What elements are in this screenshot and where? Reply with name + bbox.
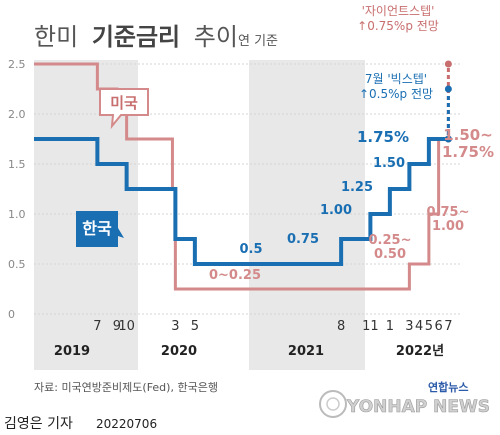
legend-us-badge: 미국 [99,88,149,130]
logo-text-en: YONHAP NEWS [346,397,490,417]
x-tick-label: 11 [362,319,379,334]
title-tail: 추이 [194,23,238,51]
byline: 김영은 기자 [4,416,73,432]
y-tick-label: 0.5 [8,258,26,271]
x-tick-label: 3 [405,319,413,334]
year-label-2021: 2021 [288,344,324,359]
x-tick-label: 10 [118,319,135,334]
y-tick-label: 2.0 [8,108,26,121]
y-tick-label: 1.5 [8,158,26,171]
byline-date: 20220706 [96,417,157,431]
x-tick-label: 3 [171,319,179,334]
y-tick-label: 2.5 [8,58,26,71]
source-note: 자료: 미국연방준비제도(Fed), 한국은행 [34,381,218,394]
us-value-labels: 0~0.25 0.25~ 0.50 0.75~ 1.00 1.50~ 1.75% [209,126,494,283]
y-tick-label: 0 [8,308,15,321]
yonhap-globe-icon [319,390,347,418]
x-tick-label: 7 [93,319,101,334]
korea-label-0-75: 0.75 [287,232,319,247]
korea-value-labels: 0.5 0.75 1.00 1.25 1.50 1.75% [239,128,409,257]
year-label-2022: 2022년 [396,344,444,359]
title-bold: 기준금리 [92,23,180,51]
series-korea [34,85,452,266]
series-line [34,137,449,266]
x-tick-label: 8 [337,319,345,334]
yonhap-logo: 연합뉴스 YONHAP NEWS [319,380,490,418]
year-band-2021 [249,60,365,370]
year-label-2019: 2019 [54,344,90,359]
legend-korea-badge: 한국 [76,211,124,247]
korea-label-1-25: 1.25 [341,180,373,195]
forecast-dot [444,85,452,93]
year-label-2020: 2020 [161,344,197,359]
us-forecast-note: '자이언트스텝' ↑0.75%p 전망 [357,4,439,33]
x-tick-label: 1 [386,319,394,334]
x-tick-label: 9 [113,319,121,334]
us-label-0-25: 0~0.25 [209,268,261,283]
y-axis: 0 0.5 1.0 1.5 2.0 2.5 [8,58,26,321]
x-tick-label: 6 [434,319,442,334]
korea-label-0-5: 0.5 [239,242,262,257]
legend-us-label: 미국 [110,94,138,112]
x-tick-label: 5 [191,319,199,334]
us-label-0-25-0-50: 0.25~ 0.50 [369,233,412,262]
y-tick-label: 1.0 [8,208,26,221]
us-label-1-50-1-75: 1.50~ 1.75% [442,126,494,161]
korea-label-1-50: 1.50 [373,156,405,171]
logo-text-kr: 연합뉴스 [428,380,468,394]
current-rate-dot [444,135,452,143]
chart-subtitle: 연 기준 [238,34,278,49]
x-tick-label: 4 [415,319,423,334]
legend-korea-label: 한국 [82,219,112,238]
us-label-0-75-1-00: 0.75~ 1.00 [427,205,470,234]
forecast-dot [444,60,452,68]
korea-label-1-00: 1.00 [320,203,352,218]
title-light: 한미 [34,23,78,51]
x-tick-label: 5 [425,319,433,334]
korea-forecast-note: 7월 '빅스텝' ↑0.5%p 전망 [359,72,433,101]
x-axis: 7 910 3 5 8 11 1 3 4 5 6 7 [93,319,452,334]
korea-label-1-75: 1.75% [357,128,409,146]
x-tick-label: 7 [444,319,452,334]
chart-title: 한미 기준금리 추이 [34,23,238,51]
